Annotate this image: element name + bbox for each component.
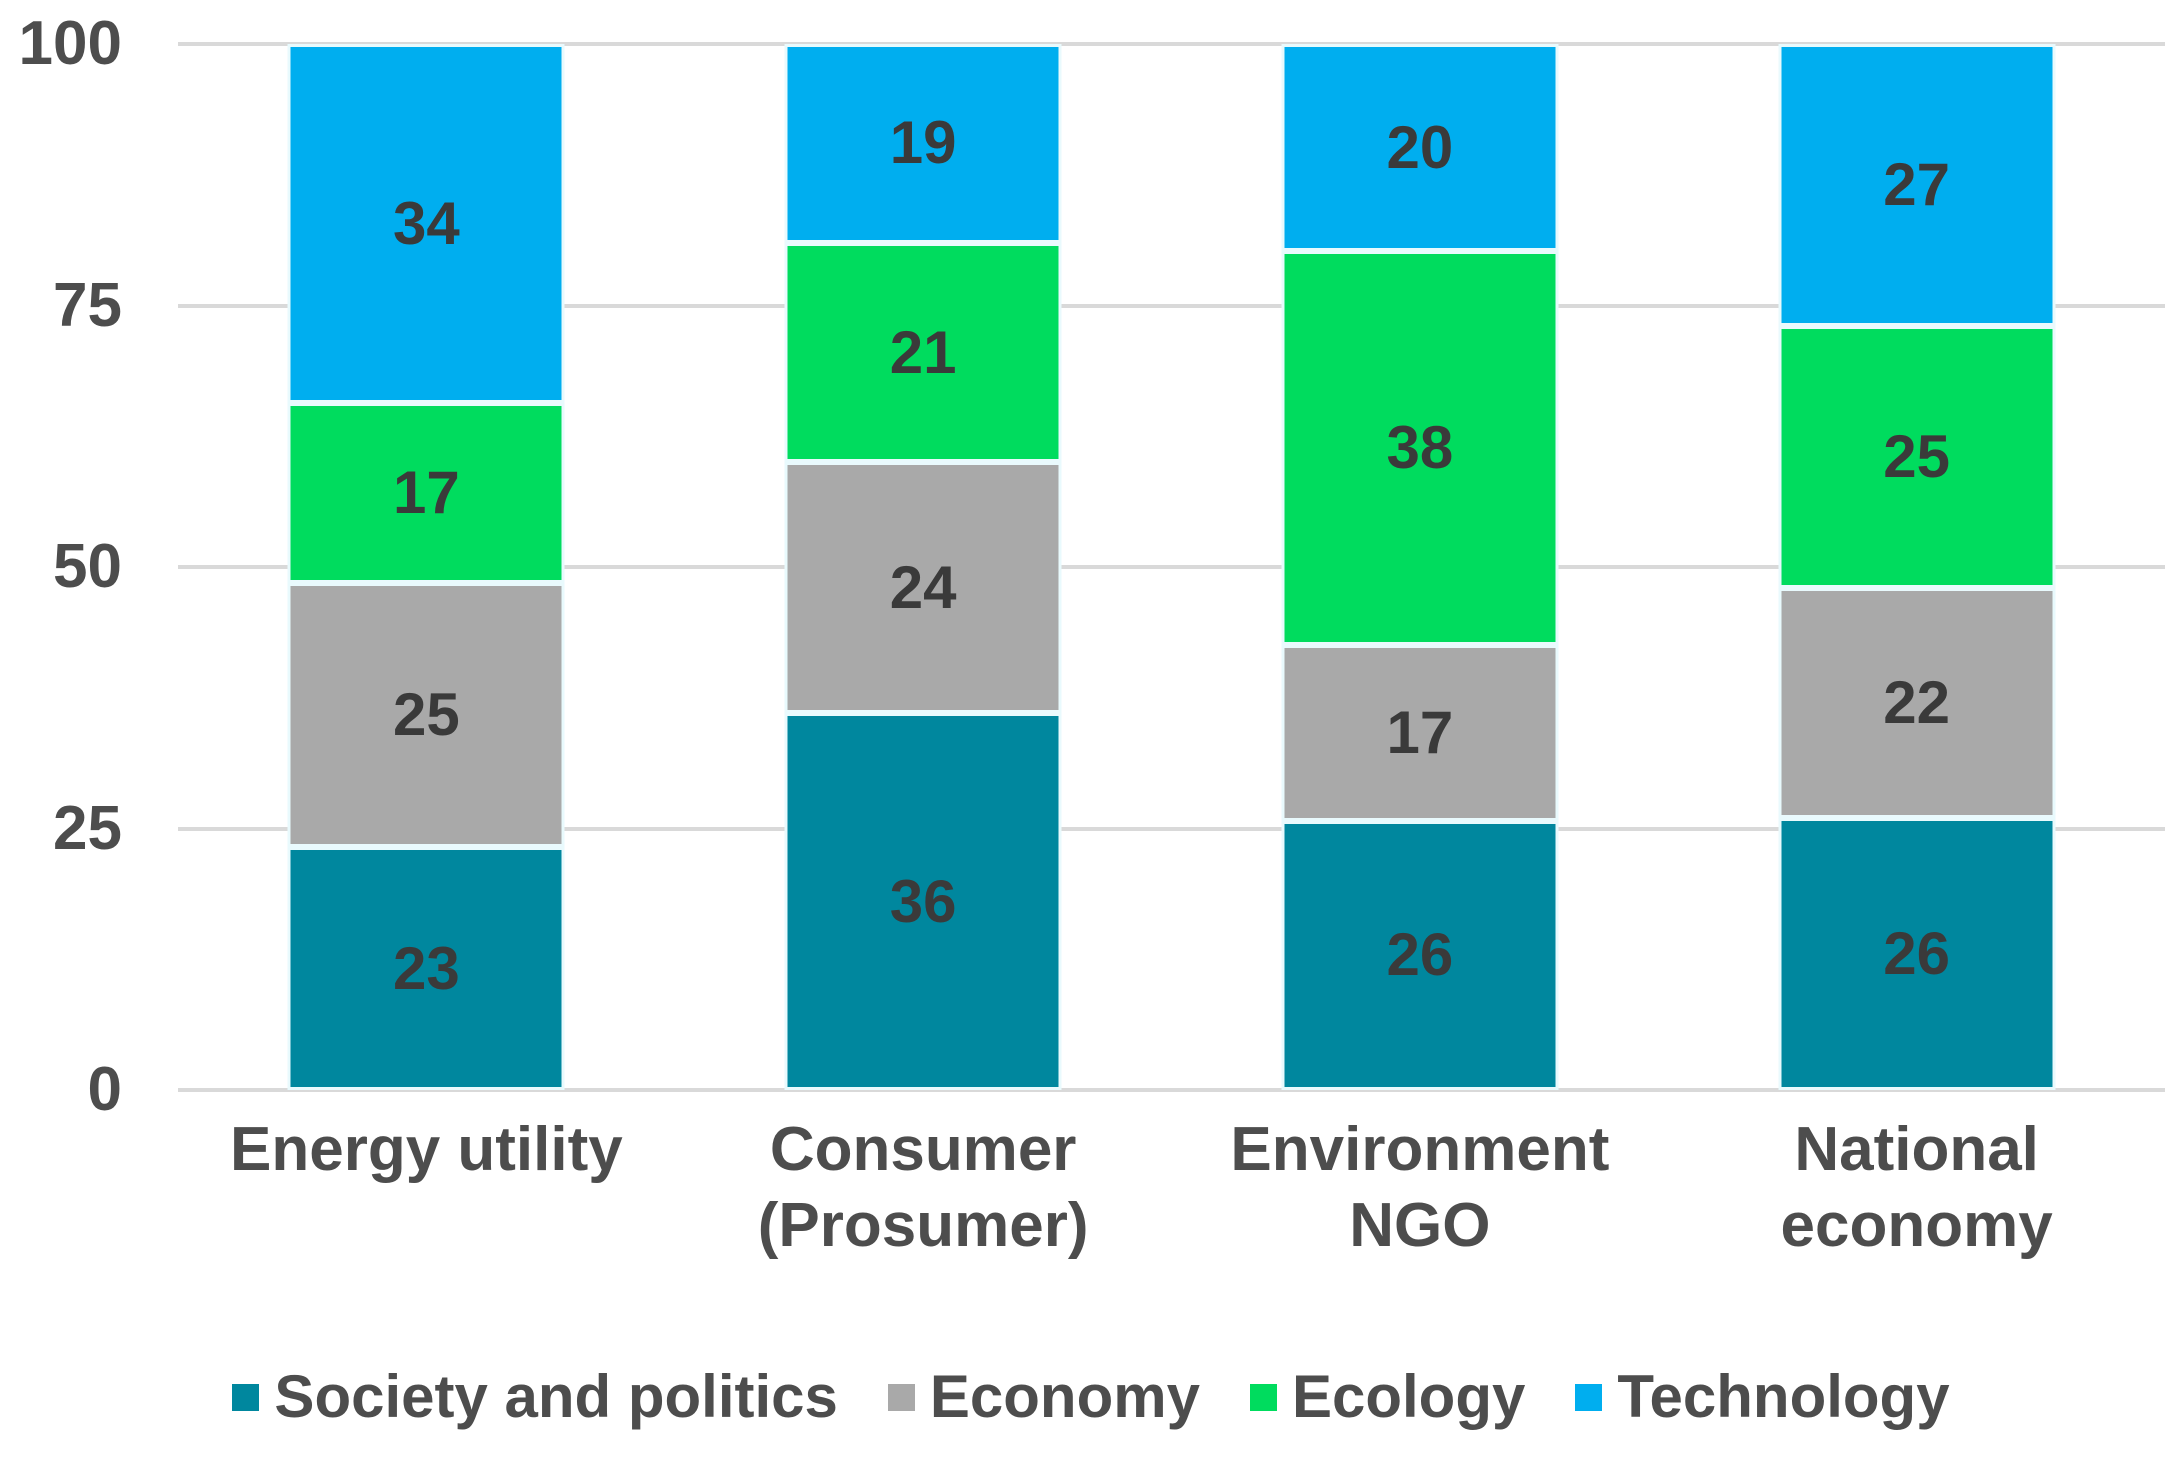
bar-national-economy: 26 22 25 27 [1778, 44, 2056, 1090]
y-tick-label: 75 [53, 270, 122, 340]
bar-slot: 26 17 38 20 [1172, 44, 1669, 1090]
legend-item-ecology: Ecology [1249, 1363, 1526, 1430]
bar-segment: 21 [784, 242, 1062, 463]
gridline-0 [178, 1088, 2165, 1092]
bar-segment: 38 [1281, 251, 1559, 645]
bar-segment: 36 [784, 713, 1062, 1090]
bar-value-label: 17 [393, 459, 460, 527]
legend-swatch-icon [232, 1383, 260, 1411]
bar-energy-utility: 23 25 17 34 [287, 44, 565, 1090]
bar-value-label: 21 [889, 318, 957, 386]
gridline-25 [178, 826, 2165, 831]
bar-value-label: 34 [393, 189, 460, 257]
bar-segment: 17 [287, 403, 565, 583]
legend-label: Society and politics [274, 1363, 838, 1430]
bar-consumer-prosumer-: 36 24 21 19 [784, 44, 1062, 1090]
bar-segment: 26 [1281, 820, 1559, 1090]
legend: Society and politics Economy Ecology Techno… [0, 1352, 2182, 1442]
bar-segment: 23 [287, 847, 565, 1090]
bar-value-label: 26 [1386, 921, 1454, 989]
gridline-75 [178, 303, 2165, 308]
y-axis: 0 25 50 75 100 [0, 13, 150, 1121]
bar-value-label: 24 [889, 553, 957, 621]
bar-slot: 23 25 17 34 [178, 44, 675, 1090]
bar-value-label: 25 [393, 680, 460, 748]
legend-swatch-icon [1575, 1383, 1603, 1411]
bar-value-label: 36 [889, 867, 957, 935]
bar-value-label: 27 [1883, 151, 1950, 219]
bar-segment: 27 [1778, 44, 2056, 327]
bar-value-label: 38 [1386, 413, 1454, 481]
bar-segment: 26 [1778, 818, 2056, 1090]
bar-value-label: 25 [1883, 423, 1950, 491]
bar-value-label: 17 [1386, 698, 1454, 766]
bar-segment: 24 [784, 462, 1062, 714]
y-tick-label: 25 [53, 793, 122, 863]
bar-environment-ngo: 26 17 38 20 [1281, 44, 1559, 1090]
legend-label: Economy [929, 1363, 1200, 1430]
y-tick-label: 100 [18, 9, 122, 78]
legend-swatch-icon [1249, 1383, 1277, 1411]
bar-segment: 20 [1281, 44, 1559, 252]
bar-value-label: 23 [393, 934, 460, 1002]
x-axis-labels: Energy utility Consumer (Prosumer) Environ… [178, 1112, 2165, 1322]
legend-item-technology: Technology [1575, 1363, 1950, 1430]
x-axis-label: Environment NGO [1230, 1115, 1610, 1260]
legend-item-economy: Economy [887, 1363, 1200, 1430]
bar-slot: 26 22 25 27 [1668, 44, 2165, 1090]
x-axis-label: National economy [1780, 1115, 2053, 1260]
bar-value-label: 26 [1883, 920, 1950, 988]
x-axis-label: Consumer (Prosumer) [757, 1115, 1089, 1260]
bar-value-label: 22 [1883, 668, 1950, 736]
bar-value-label: 20 [1386, 113, 1454, 181]
y-tick-label: 0 [87, 1055, 122, 1124]
legend-item-society-and-politics: Society and politics [232, 1363, 838, 1430]
bar-value-label: 19 [889, 109, 957, 177]
bar-segment: 25 [287, 582, 565, 847]
bar-segment: 19 [784, 44, 1062, 243]
legend-label: Technology [1617, 1363, 1950, 1430]
bar-segment: 34 [287, 44, 565, 404]
x-axis-label: Energy utility [230, 1115, 623, 1184]
gridline-100 [178, 42, 2165, 46]
gridline-50 [178, 565, 2165, 569]
bar-segment: 22 [1778, 587, 2056, 819]
bar-slot: 36 24 21 19 [675, 44, 1172, 1090]
y-tick-label: 50 [53, 532, 122, 601]
legend-swatch-icon [887, 1383, 915, 1411]
plot-area: 23 25 17 34 36 24 21 19 26 17 38 20 26 22 25 27 [178, 42, 2165, 1092]
bar-segment: 25 [1778, 326, 2056, 588]
bar-segment: 17 [1281, 644, 1559, 821]
legend-label: Ecology [1291, 1363, 1526, 1430]
